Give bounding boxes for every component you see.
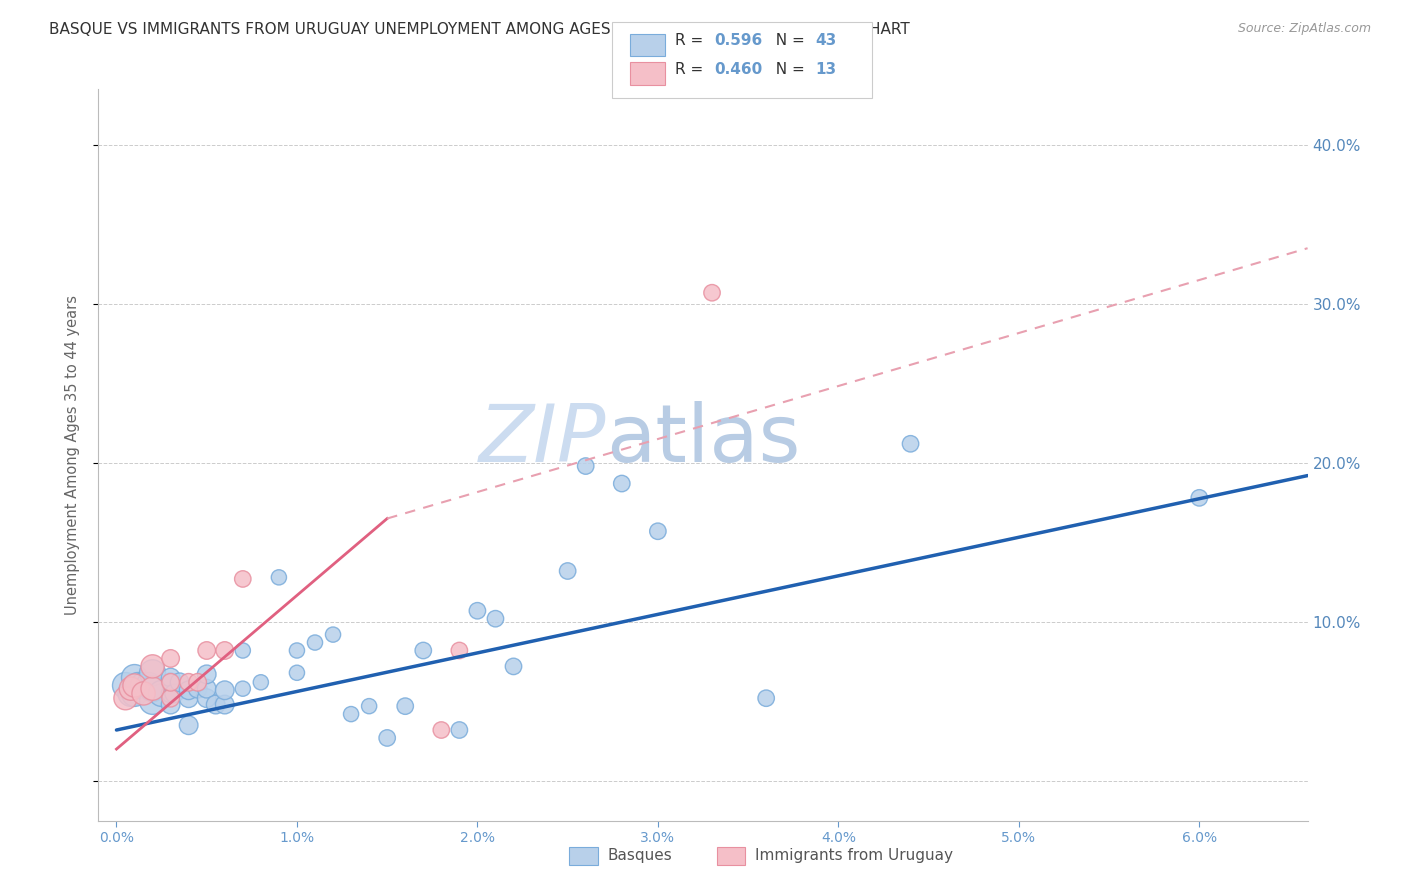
Point bbox=[340, 707, 363, 722]
Point bbox=[1188, 491, 1211, 505]
Point bbox=[120, 681, 142, 696]
Point bbox=[204, 698, 226, 712]
Text: BASQUE VS IMMIGRANTS FROM URUGUAY UNEMPLOYMENT AMONG AGES 35 TO 44 YEARS CORRELA: BASQUE VS IMMIGRANTS FROM URUGUAY UNEMPL… bbox=[49, 22, 910, 37]
Point bbox=[449, 643, 471, 657]
Text: atlas: atlas bbox=[606, 401, 800, 479]
Text: N =: N = bbox=[766, 33, 810, 48]
Point bbox=[114, 691, 136, 706]
Point bbox=[132, 678, 155, 692]
Point bbox=[163, 686, 186, 700]
Point bbox=[502, 659, 524, 673]
Point bbox=[114, 678, 136, 692]
Point bbox=[124, 686, 146, 700]
Point bbox=[195, 667, 218, 681]
Point bbox=[900, 437, 922, 451]
Point bbox=[285, 643, 308, 657]
Point bbox=[232, 681, 254, 696]
Point bbox=[359, 699, 381, 714]
Point bbox=[177, 675, 200, 690]
Point bbox=[150, 686, 173, 700]
Text: N =: N = bbox=[766, 62, 810, 77]
Point bbox=[610, 476, 633, 491]
Point bbox=[132, 686, 155, 700]
Text: R =: R = bbox=[675, 62, 709, 77]
Point bbox=[127, 678, 149, 692]
Point bbox=[120, 686, 142, 700]
Point bbox=[214, 683, 236, 698]
Point bbox=[430, 723, 453, 737]
Point bbox=[195, 643, 218, 657]
Text: R =: R = bbox=[675, 33, 709, 48]
Point bbox=[177, 718, 200, 732]
Point bbox=[755, 691, 778, 706]
Point bbox=[232, 643, 254, 657]
Point bbox=[177, 683, 200, 698]
Point bbox=[322, 627, 344, 641]
Point bbox=[304, 635, 326, 649]
Point bbox=[467, 604, 489, 618]
Point bbox=[449, 723, 471, 737]
Point bbox=[484, 612, 506, 626]
Point bbox=[138, 678, 160, 692]
Text: ZIP: ZIP bbox=[479, 401, 606, 479]
Text: 13: 13 bbox=[815, 62, 837, 77]
Text: 43: 43 bbox=[815, 33, 837, 48]
Text: Source: ZipAtlas.com: Source: ZipAtlas.com bbox=[1237, 22, 1371, 36]
Point bbox=[159, 686, 181, 700]
Point bbox=[267, 570, 290, 584]
Y-axis label: Unemployment Among Ages 35 to 44 years: Unemployment Among Ages 35 to 44 years bbox=[65, 295, 80, 615]
Point bbox=[159, 651, 181, 665]
Point bbox=[159, 675, 181, 690]
Point bbox=[159, 675, 181, 690]
Text: 0.596: 0.596 bbox=[714, 33, 762, 48]
Point bbox=[124, 671, 146, 685]
Point bbox=[142, 665, 165, 680]
Point bbox=[195, 691, 218, 706]
Point bbox=[700, 285, 723, 300]
Point bbox=[187, 675, 209, 690]
Point bbox=[375, 731, 398, 745]
Point bbox=[177, 691, 200, 706]
Point bbox=[412, 643, 434, 657]
Point bbox=[195, 681, 218, 696]
Point bbox=[142, 659, 165, 673]
Point bbox=[232, 572, 254, 586]
Point bbox=[169, 675, 191, 690]
Point bbox=[142, 681, 165, 696]
Point bbox=[250, 675, 273, 690]
Point bbox=[159, 698, 181, 712]
Point bbox=[575, 458, 598, 473]
Point bbox=[142, 681, 165, 696]
Point bbox=[647, 524, 669, 539]
Point bbox=[394, 699, 416, 714]
Point bbox=[214, 643, 236, 657]
Point bbox=[285, 665, 308, 680]
Point bbox=[142, 694, 165, 708]
Point bbox=[159, 691, 181, 706]
Point bbox=[214, 698, 236, 712]
Point bbox=[159, 671, 181, 685]
Text: 0.460: 0.460 bbox=[714, 62, 762, 77]
Point bbox=[557, 564, 579, 578]
Text: Basques: Basques bbox=[607, 848, 672, 863]
Point bbox=[124, 678, 146, 692]
Point bbox=[187, 681, 209, 696]
Text: Immigrants from Uruguay: Immigrants from Uruguay bbox=[755, 848, 953, 863]
